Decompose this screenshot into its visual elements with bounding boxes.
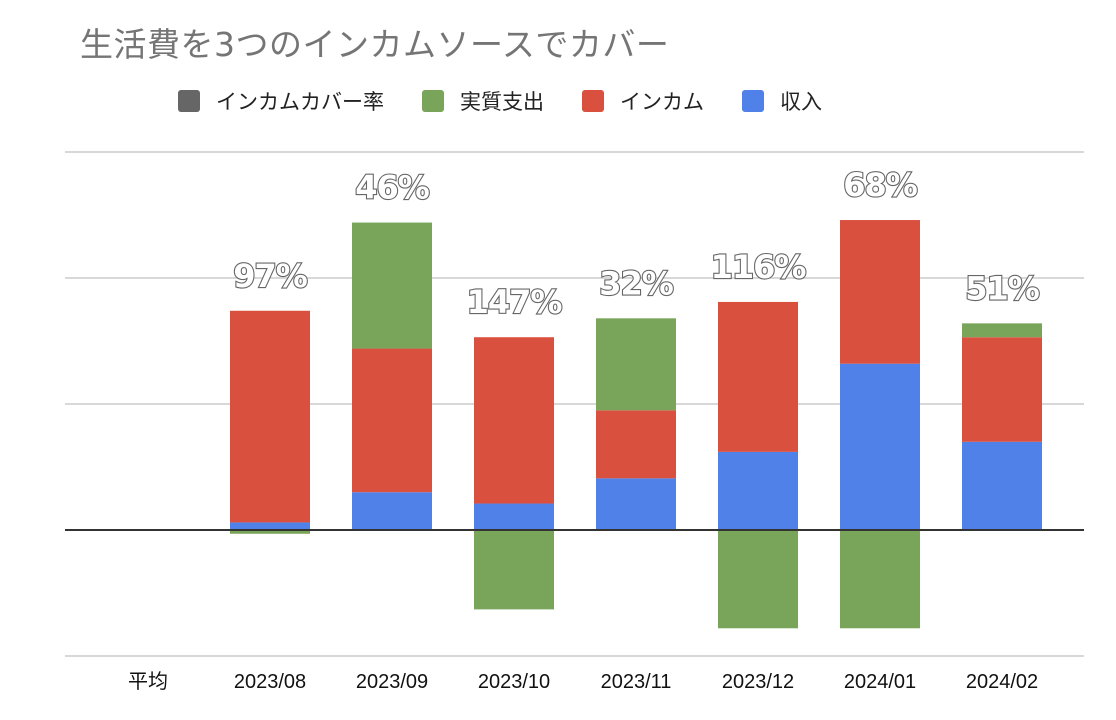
chart-title: 生活費を3つのインカムソースでカバー (80, 25, 670, 64)
gridlines (65, 151, 1084, 657)
bar-segment (962, 337, 1042, 442)
bar-segment (962, 441, 1042, 530)
bar-segment (596, 478, 676, 530)
bar-segment (962, 323, 1042, 338)
legend-item-actual-expense[interactable]: 実質支出 (422, 86, 544, 116)
bar-segment (840, 363, 920, 530)
x-tick-label: 2024/02 (966, 671, 1038, 693)
data-label: 147% (467, 283, 563, 321)
data-label: 32% (599, 264, 674, 302)
data-label: 116% (711, 248, 807, 286)
x-tick-label: 2023/08 (234, 671, 306, 693)
legend-item-salary[interactable]: 収入 (742, 86, 822, 116)
bar-segment (474, 530, 554, 610)
legend-label-coverage-rate: インカムカバー率 (216, 90, 384, 114)
bar-segment (352, 492, 432, 530)
bar-segment (596, 318, 676, 411)
legend: インカムカバー率 実質支出 インカム 収入 (178, 86, 860, 116)
bar-segment (474, 337, 554, 504)
bar-segment (352, 348, 432, 493)
bar-segment (230, 530, 310, 534)
bar-segment (718, 301, 798, 452)
bar-segment (596, 410, 676, 479)
legend-label-income-source: インカム (620, 90, 704, 114)
data-labels: 97% 46% 147% 32% 116% 68% 51% (232, 165, 1042, 322)
legend-label-salary: 収入 (780, 90, 822, 114)
bar-segment (352, 222, 432, 349)
legend-swatch-income-source (582, 90, 604, 112)
x-tick-label: 2023/11 (601, 671, 672, 693)
legend-label-actual-expense: 実質支出 (460, 90, 544, 114)
legend-swatch-coverage-rate (178, 90, 200, 112)
legend-item-income-source[interactable]: インカム (582, 86, 704, 116)
legend-swatch-actual-expense (422, 90, 444, 112)
x-tick-label: 平均 (128, 670, 168, 693)
data-label: 51% (965, 269, 1040, 307)
data-label: 46% (355, 169, 430, 207)
bar-segment (718, 451, 798, 530)
bar-segment (474, 503, 554, 530)
bar-segment (230, 310, 310, 523)
x-tick-label: 2023/10 (478, 671, 550, 693)
x-tick-label: 2024/01 (844, 671, 916, 693)
x-tick-label: 2023/09 (356, 671, 428, 693)
x-axis-ticks: 平均 2023/08 2023/09 2023/10 2023/11 2023/12 202… (128, 670, 1038, 693)
legend-swatch-salary (742, 90, 764, 112)
x-tick-label: 2023/12 (722, 671, 794, 693)
bars (230, 220, 1042, 629)
data-label: 97% (233, 257, 308, 295)
data-label: 68% (843, 166, 918, 204)
legend-item-coverage-rate[interactable]: インカムカバー率 (178, 86, 384, 116)
bar-segment (840, 530, 920, 629)
bar-segment (840, 220, 920, 364)
bar-segment (230, 522, 310, 530)
bar-segment (718, 530, 798, 629)
